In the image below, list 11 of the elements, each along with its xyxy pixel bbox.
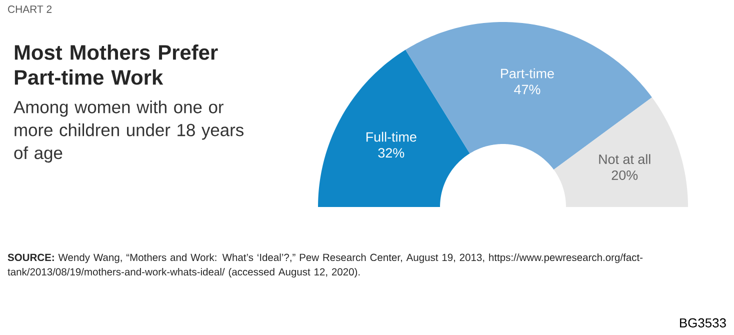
slice-label: Part-time	[501, 68, 554, 78]
data-label: 32%	[378, 148, 404, 158]
text: BG3533	[680, 318, 726, 328]
text: Among women with one or more children under 18 years of age	[14, 100, 244, 163]
slice-label: Full-time	[366, 132, 416, 142]
text: Most Mothers Prefer Part-time Work	[14, 44, 218, 85]
slice-label: Not at all	[599, 154, 650, 164]
data-label: 20%	[612, 170, 638, 180]
text: SOURCE: Wendy Wang, “Mothers and Work: What’s ‘Ideal’?,” Pew Research Center, August 19, 2013, https://www.pewresearch.org/fact-tank/2013/08/19/mothers-and-work-whats-ideal/ (accessed August 12, 2020).	[8, 254, 643, 278]
caption: CHART 2	[8, 6, 52, 13]
data-label: 47%	[514, 84, 540, 94]
